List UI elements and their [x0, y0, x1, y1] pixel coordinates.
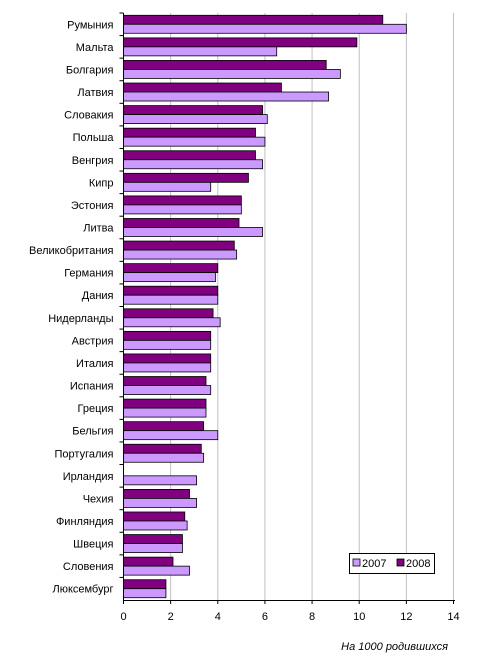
category-label-7: Кипр	[89, 177, 114, 189]
bar-2008-1	[123, 37, 358, 48]
bar-2008-10	[123, 240, 235, 251]
bar-2008-23	[123, 534, 183, 544]
x-tick-label: 6	[262, 611, 268, 623]
x-tick-label: 0	[120, 611, 126, 623]
bar-2008-21	[123, 489, 190, 499]
category-label-25: Люксембург	[52, 584, 113, 596]
category-label-9: Литва	[83, 222, 114, 234]
bars	[119, 12, 407, 599]
bar-2007-7	[123, 181, 212, 192]
category-label-13: Нидерланды	[48, 313, 113, 325]
bar-2007-20	[123, 475, 197, 486]
bar-2007-10	[123, 249, 238, 260]
bar-2008-16	[123, 376, 207, 386]
bar-2007-25	[123, 588, 167, 599]
bar-2008-3	[123, 82, 282, 93]
category-label-10: Великобритания	[29, 245, 114, 257]
category-label-0: Румыния	[67, 19, 113, 31]
legend-label-2007: 2007	[362, 558, 386, 570]
bar-2007-24	[123, 565, 190, 576]
x-axis-title: На 1000 родившихся	[341, 641, 448, 653]
category-label-15: Италия	[76, 358, 114, 370]
category-label-11: Германия	[64, 268, 113, 280]
bar-2007-11	[123, 272, 216, 283]
bar-2007-19	[123, 452, 205, 463]
category-label-6: Венгрия	[72, 155, 114, 167]
bar-2008-5	[123, 127, 256, 138]
bar-2008-13	[123, 308, 214, 319]
bar-2007-8	[123, 204, 242, 215]
bar-2008-18	[123, 421, 205, 432]
bar-2007-9	[123, 227, 263, 237]
category-label-17: Греция	[78, 403, 114, 415]
legend: 2007 2008	[349, 553, 435, 574]
x-tick-labels: 0 2 4 6 8 10 12 14	[120, 600, 460, 623]
bar-2007-16	[123, 385, 212, 395]
category-label-14: Австрия	[72, 335, 114, 347]
category-label-16: Испания	[70, 381, 114, 393]
legend-label-2008: 2008	[406, 558, 430, 570]
bar-2008-24	[123, 556, 174, 567]
bar-2007-3	[123, 91, 329, 102]
category-labels: Румыния Мальта Болгария Латвия Словакия Польш…	[29, 19, 114, 595]
legend-frame	[349, 553, 435, 574]
bar-2007-23	[123, 543, 183, 553]
bar-2007-0	[123, 23, 407, 34]
x-tick-label: 12	[400, 611, 412, 623]
category-label-21: Чехия	[83, 493, 114, 505]
bar-2008-25	[123, 579, 167, 590]
bar-2007-14	[123, 339, 212, 350]
bar-2008-19	[123, 443, 202, 454]
bar-2008-17	[123, 398, 207, 409]
bar-2008-14	[123, 330, 212, 341]
category-label-23: Швеция	[73, 539, 113, 551]
bar-2008-4	[123, 105, 263, 115]
bar-2008-7	[123, 172, 249, 183]
bar-2007-5	[123, 136, 266, 147]
x-tick-label: 2	[168, 611, 174, 623]
category-label-18: Бельгия	[72, 426, 113, 438]
category-label-12: Дания	[82, 290, 114, 302]
category-label-3: Латвия	[77, 87, 113, 99]
bar-2007-15	[123, 362, 212, 373]
bar-2007-22	[123, 520, 188, 531]
bar-2007-21	[123, 498, 197, 508]
bar-2007-4	[123, 114, 268, 124]
category-label-8: Эстония	[71, 200, 114, 212]
legend-swatch-2008	[396, 558, 405, 567]
category-label-19: Португалия	[55, 448, 114, 460]
bar-2008-22	[123, 511, 186, 522]
category-label-22: Финляндия	[56, 516, 114, 528]
category-label-1: Мальта	[76, 42, 115, 54]
bar-2008-15	[123, 353, 212, 364]
bar-2008-2	[123, 60, 327, 70]
bar-2008-12	[123, 285, 219, 296]
bar-2008-0	[123, 14, 384, 25]
bar-2007-2	[123, 69, 341, 79]
x-tick-label: 10	[353, 611, 365, 623]
category-label-24: Словения	[63, 561, 114, 573]
bar-2007-12	[123, 294, 219, 305]
bar-2008-11	[123, 263, 219, 274]
bar-2007-17	[123, 407, 207, 418]
bar-2007-13	[123, 317, 221, 328]
bar-2007-18	[123, 430, 219, 441]
legend-swatch-2007	[352, 558, 361, 567]
x-tick-label: 14	[447, 611, 459, 623]
category-label-5: Польша	[73, 132, 115, 144]
bar-2007-1	[123, 46, 278, 57]
bar-2007-6	[123, 159, 263, 170]
x-tick-label: 8	[309, 611, 315, 623]
bar-2008-8	[123, 195, 242, 206]
bar-2008-9	[123, 218, 240, 228]
x-tick-label: 4	[215, 611, 221, 623]
category-label-4: Словакия	[64, 110, 113, 122]
axes	[123, 13, 455, 601]
category-label-20: Ирландия	[63, 471, 114, 483]
category-label-2: Болгария	[66, 64, 114, 76]
bar-2008-6	[123, 150, 256, 161]
